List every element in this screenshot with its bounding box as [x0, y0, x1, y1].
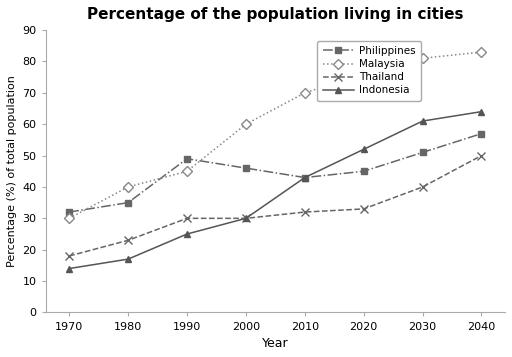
Malaysia — [184, 169, 190, 174]
Malaysia — [419, 56, 425, 60]
Thailand — [243, 216, 249, 221]
Malaysia — [125, 185, 131, 189]
Indonesia — [478, 110, 484, 114]
Philippines — [419, 150, 425, 155]
Title: Percentage of the population living in cities: Percentage of the population living in c… — [87, 7, 463, 22]
Philippines — [360, 169, 367, 174]
Indonesia — [243, 216, 249, 221]
Philippines — [243, 166, 249, 170]
Thailand — [66, 254, 72, 258]
Philippines — [125, 201, 131, 205]
Malaysia — [478, 50, 484, 54]
Y-axis label: Percentage (%) of total population: Percentage (%) of total population — [7, 75, 17, 267]
Malaysia — [66, 216, 72, 221]
Indonesia — [66, 266, 72, 271]
Philippines — [184, 157, 190, 161]
Line: Philippines: Philippines — [66, 130, 485, 216]
Indonesia — [302, 175, 308, 180]
Malaysia — [360, 72, 367, 76]
Indonesia — [419, 119, 425, 123]
Indonesia — [184, 232, 190, 236]
Indonesia — [125, 257, 131, 261]
Indonesia — [360, 147, 367, 151]
Thailand — [360, 207, 367, 211]
Line: Malaysia: Malaysia — [66, 49, 485, 222]
Thailand — [125, 238, 131, 242]
Thailand — [184, 216, 190, 221]
Philippines — [302, 175, 308, 180]
Philippines — [66, 210, 72, 214]
Malaysia — [302, 91, 308, 95]
Line: Thailand: Thailand — [65, 151, 486, 260]
Philippines — [478, 131, 484, 136]
Thailand — [302, 210, 308, 214]
Line: Indonesia: Indonesia — [66, 108, 485, 272]
Legend: Philippines, Malaysia, Thailand, Indonesia: Philippines, Malaysia, Thailand, Indones… — [317, 41, 421, 101]
Malaysia — [243, 122, 249, 126]
Thailand — [419, 185, 425, 189]
Thailand — [478, 154, 484, 158]
X-axis label: Year: Year — [262, 337, 289, 350]
